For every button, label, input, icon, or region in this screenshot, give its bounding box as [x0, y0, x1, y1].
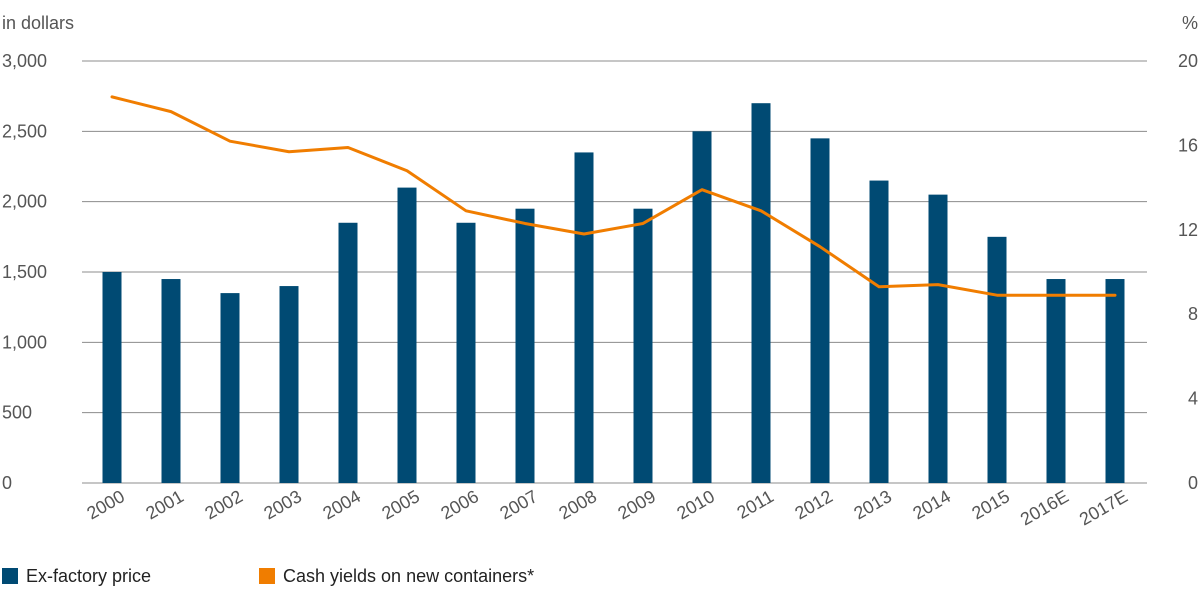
- x-tick-label: 2016E: [1017, 486, 1072, 529]
- x-tick-label: 2014: [909, 486, 954, 523]
- right-tick-label: 0: [1188, 473, 1198, 493]
- gridlines: [82, 60, 1147, 484]
- bar-2004: [338, 222, 358, 483]
- right-axis-ticks: 0 4 8 12 16 20: [1178, 51, 1198, 493]
- bar-2010: [692, 131, 712, 484]
- x-tick-label: 2005: [378, 486, 423, 523]
- legend-swatch-ex-factory-price: [2, 568, 18, 584]
- bar-2005: [397, 187, 417, 483]
- line-cash-yields: [110, 95, 1117, 297]
- legend-item-ex-factory-price: Ex-factory price: [2, 566, 151, 586]
- x-tick-label: 2012: [791, 486, 836, 523]
- bar-2007: [515, 208, 535, 483]
- right-tick-label: 12: [1178, 220, 1198, 240]
- legend-swatch-cash-yields: [259, 568, 275, 584]
- x-tick-label: 2007: [496, 486, 541, 523]
- x-tick-label: 2001: [142, 486, 187, 523]
- x-tick-label: 2004: [319, 486, 364, 523]
- x-tick-label: 2009: [614, 486, 659, 523]
- left-axis-ticks: 0 500 1,000 1,500 2,000 2,500 3,000: [2, 51, 47, 493]
- x-tick-label: 2015: [968, 486, 1013, 523]
- bar-2006: [456, 222, 476, 483]
- legend-item-cash-yields: Cash yields on new containers*: [259, 566, 534, 586]
- left-tick-label: 2,000: [2, 192, 47, 212]
- bar-2008: [574, 152, 594, 483]
- right-axis-unit: %: [1182, 13, 1198, 33]
- left-tick-label: 1,000: [2, 332, 47, 352]
- x-tick-label: 2008: [555, 486, 600, 523]
- left-axis-unit: in dollars: [2, 13, 74, 33]
- legend: Ex-factory price Cash yields on new cont…: [0, 566, 1200, 590]
- bar-2011: [751, 103, 771, 483]
- x-axis-ticks: 2000 2001 2002 2003 2004 2005 2006 2007 2008 2009…: [83, 486, 1131, 529]
- left-tick-label: 500: [2, 403, 32, 423]
- right-tick-label: 4: [1188, 389, 1198, 409]
- bar-2013: [869, 180, 889, 484]
- bar-2009: [633, 208, 653, 483]
- bar-2002: [220, 293, 240, 483]
- bar-2016e: [1046, 279, 1066, 483]
- x-tick-label: 2000: [83, 486, 128, 523]
- right-tick-label: 20: [1178, 51, 1198, 71]
- legend-label-ex-factory-price: Ex-factory price: [26, 565, 152, 586]
- x-tick-label: 2017E: [1076, 486, 1131, 529]
- bar-2000: [102, 272, 122, 483]
- line-series-cash-yields: [110, 95, 1117, 297]
- bar-2014: [928, 194, 948, 483]
- x-tick-label: 2010: [673, 486, 718, 523]
- left-tick-label: 1,500: [2, 262, 47, 282]
- x-tick-label: 2011: [733, 486, 777, 523]
- bar-2012: [810, 138, 830, 483]
- bar-2015: [987, 236, 1007, 483]
- x-tick-label: 2003: [260, 486, 305, 523]
- left-tick-label: 2,500: [2, 121, 47, 141]
- x-tick-label: 2002: [201, 486, 246, 523]
- bar-2017e: [1105, 279, 1125, 483]
- left-tick-label: 0: [2, 473, 12, 493]
- bar-2001: [161, 279, 181, 483]
- x-tick-label: 2006: [437, 486, 482, 523]
- right-tick-label: 16: [1178, 135, 1198, 155]
- chart-plot: in dollars % 0 500 1,000 1,500 2,000 2,500 3,0…: [2, 13, 1198, 529]
- legend-label-cash-yields: Cash yields on new containers*: [283, 565, 535, 586]
- right-tick-label: 8: [1188, 304, 1198, 324]
- bar-2003: [279, 286, 299, 483]
- x-tick-label: 2013: [850, 486, 895, 523]
- left-tick-label: 3,000: [2, 51, 47, 71]
- bars-ex-factory-price: [102, 103, 1125, 484]
